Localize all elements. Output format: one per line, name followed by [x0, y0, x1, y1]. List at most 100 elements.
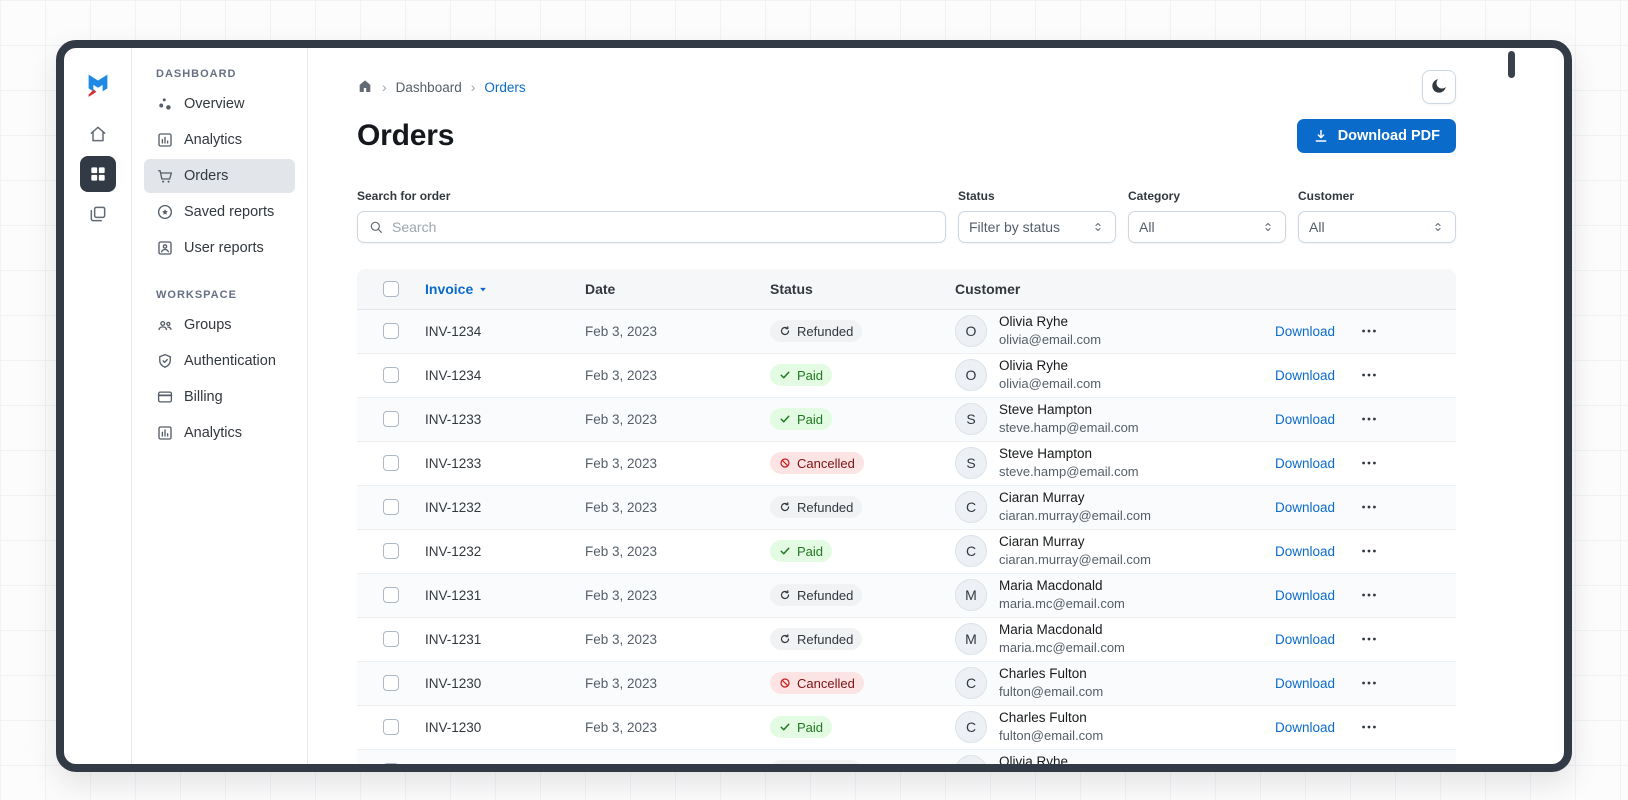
customer-name: Olivia Ryhe [999, 753, 1069, 764]
row-menu-button[interactable] [1359, 321, 1379, 341]
customer-select-value: All [1309, 219, 1325, 235]
row-checkbox[interactable] [383, 367, 399, 384]
download-link[interactable]: Download [1275, 675, 1336, 691]
layers-rail-button[interactable] [80, 196, 116, 232]
download-link[interactable]: Download [1275, 764, 1335, 765]
download-link[interactable]: Download [1275, 499, 1336, 515]
sidebar-item-saved-reports[interactable]: Saved reports [144, 195, 295, 229]
row-menu-button[interactable] [1359, 717, 1379, 737]
category-label: Category [1128, 189, 1181, 203]
download-link[interactable]: Download [1275, 411, 1336, 427]
sidebar-item-analytics[interactable]: Analytics [144, 416, 295, 450]
search-label: Search for order [357, 189, 451, 203]
home-rail-button[interactable] [80, 116, 116, 152]
row-menu-button[interactable] [1359, 453, 1379, 473]
download-link[interactable]: Download [1275, 323, 1336, 339]
sidebar: DASHBOARD Overview Analytics Orders Saved re… [132, 48, 308, 764]
people-icon [156, 316, 174, 334]
chevron-right-icon: › [382, 79, 387, 95]
row-checkbox[interactable] [383, 455, 399, 472]
download-link[interactable]: Download [1275, 719, 1336, 735]
row-menu-button[interactable] [1359, 365, 1379, 385]
row-checkbox[interactable] [383, 631, 399, 648]
status-select[interactable]: Filter by status [958, 211, 1116, 243]
status-chip: Refunded [770, 496, 863, 518]
dark-mode-toggle[interactable] [1422, 70, 1456, 104]
row-menu-button[interactable] [1359, 409, 1379, 429]
row-checkbox[interactable] [383, 543, 399, 560]
download-pdf-button[interactable]: Download PDF [1296, 119, 1456, 153]
sidebar-item-billing[interactable]: Billing [144, 380, 295, 414]
status-label: Paid [797, 411, 824, 427]
select-all-checkbox[interactable] [383, 281, 399, 298]
row-checkbox[interactable] [383, 411, 399, 428]
row-menu-button[interactable] [1359, 673, 1379, 693]
invoice-cell: INV-1232 [425, 485, 585, 530]
dashboard-rail-button[interactable] [79, 156, 116, 192]
customer-name: Maria Macdonald [999, 621, 1103, 637]
customer-select[interactable]: All [1298, 211, 1456, 243]
category-filter: Category All [1128, 188, 1286, 243]
customer-email: ciaran.murray@email.com [999, 551, 1151, 567]
row-checkbox[interactable] [383, 587, 399, 604]
check-icon [779, 369, 791, 381]
topbar: › Dashboard › Orders [357, 70, 1456, 104]
refresh-icon [779, 633, 791, 645]
bar-chart-icon [156, 131, 174, 149]
row-menu-button[interactable] [1359, 541, 1379, 561]
chevron-right-icon: › [470, 79, 476, 95]
table-row: INV-1233 Feb 3, 2023 Cancelled S Steve Hampt… [357, 441, 1456, 486]
category-select[interactable]: All [1128, 211, 1286, 243]
sidebar-item-overview[interactable]: Overview [144, 87, 295, 121]
status-chip: Refunded [770, 320, 863, 342]
sidebar-item-orders[interactable]: Orders [144, 159, 295, 193]
row-menu-button[interactable] [1359, 585, 1379, 605]
breadcrumb-orders: Orders [484, 79, 526, 95]
sidebar-item-label: Billing [184, 389, 223, 405]
table-row: INV-1232 Feb 3, 2023 Refunded C Ciaran Murra… [357, 485, 1456, 530]
search-input[interactable] [392, 219, 935, 235]
row-checkbox[interactable] [383, 675, 399, 692]
sidebar-item-user-reports[interactable]: User reports [144, 231, 295, 265]
download-link[interactable]: Download [1275, 455, 1336, 471]
app-window: DASHBOARD Overview Analytics Orders Saved re… [56, 40, 1572, 772]
home-breadcrumb-link[interactable] [357, 78, 373, 97]
status-label: Status [958, 189, 995, 203]
scrollbar-thumb[interactable] [1508, 51, 1515, 78]
breadcrumb-dashboard[interactable]: Dashboard [395, 79, 462, 95]
invoice-cell: INV-1230 [425, 705, 585, 750]
status-label: Cancelled [797, 675, 855, 691]
download-link[interactable]: Download [1275, 587, 1336, 603]
customer-name: Ciaran Murray [999, 533, 1085, 549]
download-link[interactable]: Download [1275, 543, 1336, 559]
breadcrumb: › Dashboard › Orders [357, 78, 526, 97]
row-menu-button[interactable] [1359, 761, 1379, 764]
credit-card-icon [156, 388, 174, 406]
chart-square-icon [156, 424, 174, 442]
download-pdf-label: Download PDF [1337, 128, 1440, 144]
download-link[interactable]: Download [1275, 367, 1336, 383]
avatar: M [955, 623, 987, 655]
row-checkbox[interactable] [383, 499, 399, 516]
sidebar-item-authentication[interactable]: Authentication [144, 344, 295, 378]
column-header-invoice[interactable]: Invoice [425, 269, 585, 310]
row-menu-button[interactable] [1359, 497, 1379, 517]
row-checkbox[interactable] [383, 719, 399, 736]
row-checkbox[interactable] [383, 323, 399, 340]
search-box [357, 211, 946, 243]
sidebar-item-groups[interactable]: Groups [144, 308, 295, 342]
sidebar-item-label: Analytics [184, 132, 243, 148]
row-checkbox[interactable] [383, 763, 399, 764]
orders-table: Invoice Date Status Customer INV-1234 Feb… [357, 269, 1456, 764]
row-menu-button[interactable] [1359, 629, 1379, 649]
column-header-date: Date [585, 269, 770, 310]
scatter-icon [156, 95, 174, 113]
customer-cell: M Maria Macdonald maria.mc@email.com [955, 578, 1267, 612]
invoice-cell: INV-1229 [425, 749, 585, 764]
cart-icon [156, 167, 174, 185]
sidebar-item-analytics[interactable]: Analytics [144, 123, 295, 157]
customer-email: olivia@email.com [999, 331, 1102, 347]
download-link[interactable]: Download [1275, 631, 1336, 647]
